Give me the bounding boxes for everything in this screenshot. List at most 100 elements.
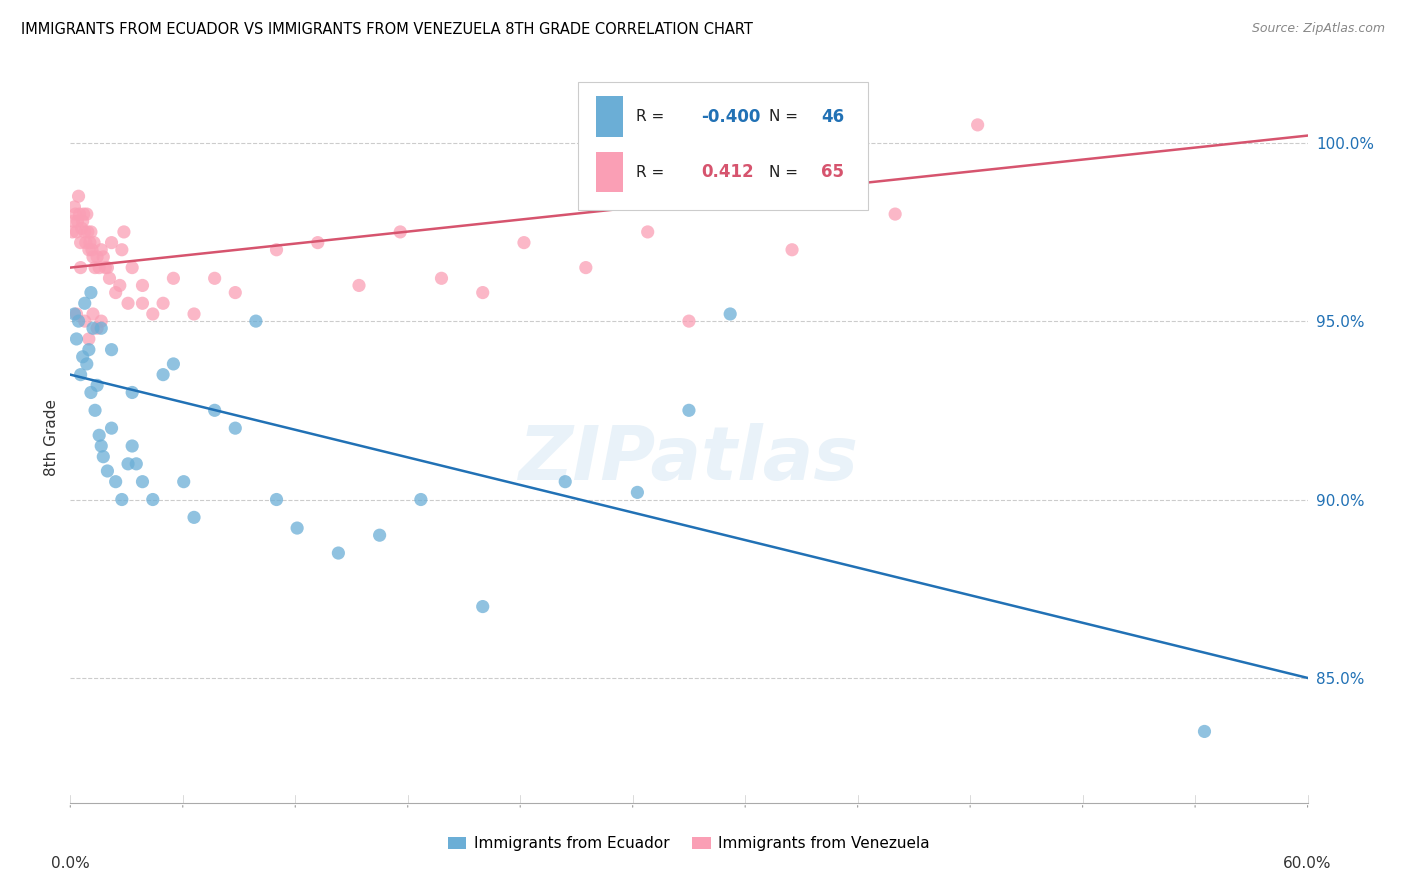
Text: 0.412: 0.412 <box>702 163 754 181</box>
Point <box>204 271 226 285</box>
Point <box>79 235 101 250</box>
Point <box>86 321 108 335</box>
Point <box>108 278 131 293</box>
Point <box>328 546 350 560</box>
Point <box>162 271 184 285</box>
Point <box>471 285 494 300</box>
Point <box>183 510 205 524</box>
Point <box>112 225 135 239</box>
Point <box>65 332 87 346</box>
Point <box>347 278 370 293</box>
Point <box>76 225 98 239</box>
Text: N =: N = <box>769 165 799 179</box>
Point <box>117 296 139 310</box>
Point <box>91 450 114 464</box>
Point <box>80 225 103 239</box>
Point <box>471 599 494 614</box>
Point <box>266 492 288 507</box>
Point <box>75 235 97 250</box>
Point <box>121 439 143 453</box>
Point <box>554 475 576 489</box>
Text: ZIPatlas: ZIPatlas <box>519 423 859 496</box>
Point <box>389 225 412 239</box>
Point <box>125 457 148 471</box>
Point <box>98 271 121 285</box>
Point <box>430 271 453 285</box>
Point <box>69 368 91 382</box>
Point <box>100 421 122 435</box>
Point <box>183 307 205 321</box>
Point <box>1194 724 1216 739</box>
Text: -0.400: -0.400 <box>702 108 761 126</box>
Point <box>80 243 103 257</box>
Point <box>84 403 107 417</box>
Point <box>173 475 195 489</box>
Point <box>678 403 700 417</box>
Point <box>80 385 103 400</box>
Point <box>637 225 659 239</box>
Point <box>96 464 118 478</box>
Point <box>780 243 803 257</box>
Point <box>513 235 536 250</box>
Point <box>89 428 111 442</box>
Point <box>117 457 139 471</box>
Point <box>67 314 90 328</box>
Point <box>62 214 84 228</box>
Point <box>67 189 90 203</box>
FancyBboxPatch shape <box>578 82 869 211</box>
Point <box>142 492 165 507</box>
Point <box>626 485 648 500</box>
Point <box>69 260 91 275</box>
Text: R =: R = <box>636 165 664 179</box>
Point <box>90 243 112 257</box>
Point <box>90 314 112 328</box>
Point <box>60 225 83 239</box>
Y-axis label: 8th Grade: 8th Grade <box>44 399 59 475</box>
Point <box>77 332 100 346</box>
Point <box>266 243 288 257</box>
Point <box>111 243 134 257</box>
Point <box>82 307 104 321</box>
Point <box>121 385 143 400</box>
Point <box>96 260 118 275</box>
Point <box>84 260 107 275</box>
Point <box>94 260 117 275</box>
Point <box>131 278 153 293</box>
Bar <box>596 152 623 192</box>
Point <box>131 296 153 310</box>
Point <box>63 307 86 321</box>
Text: R =: R = <box>636 109 664 124</box>
Point <box>142 307 165 321</box>
Point <box>100 235 122 250</box>
Point <box>575 260 598 275</box>
Point <box>224 421 246 435</box>
Point <box>73 314 96 328</box>
Point <box>307 235 329 250</box>
Point <box>73 225 96 239</box>
Point <box>86 378 108 392</box>
Point <box>63 200 86 214</box>
Point <box>285 521 308 535</box>
Text: 0.0%: 0.0% <box>51 856 90 871</box>
Point <box>245 314 267 328</box>
Point <box>121 260 143 275</box>
Point <box>82 250 104 264</box>
Point <box>884 207 907 221</box>
Point <box>76 207 98 221</box>
Point <box>104 285 127 300</box>
Legend: Immigrants from Ecuador, Immigrants from Venezuela: Immigrants from Ecuador, Immigrants from… <box>441 830 936 857</box>
Point <box>104 475 127 489</box>
Point <box>76 357 98 371</box>
Point <box>80 285 103 300</box>
Point <box>77 243 100 257</box>
Point <box>69 207 91 221</box>
Point <box>224 285 246 300</box>
Text: N =: N = <box>769 109 799 124</box>
Point <box>131 475 153 489</box>
Point <box>66 214 89 228</box>
Point <box>82 321 104 335</box>
Point <box>409 492 432 507</box>
Point <box>111 492 134 507</box>
Text: 60.0%: 60.0% <box>1284 856 1331 871</box>
Point <box>73 207 96 221</box>
